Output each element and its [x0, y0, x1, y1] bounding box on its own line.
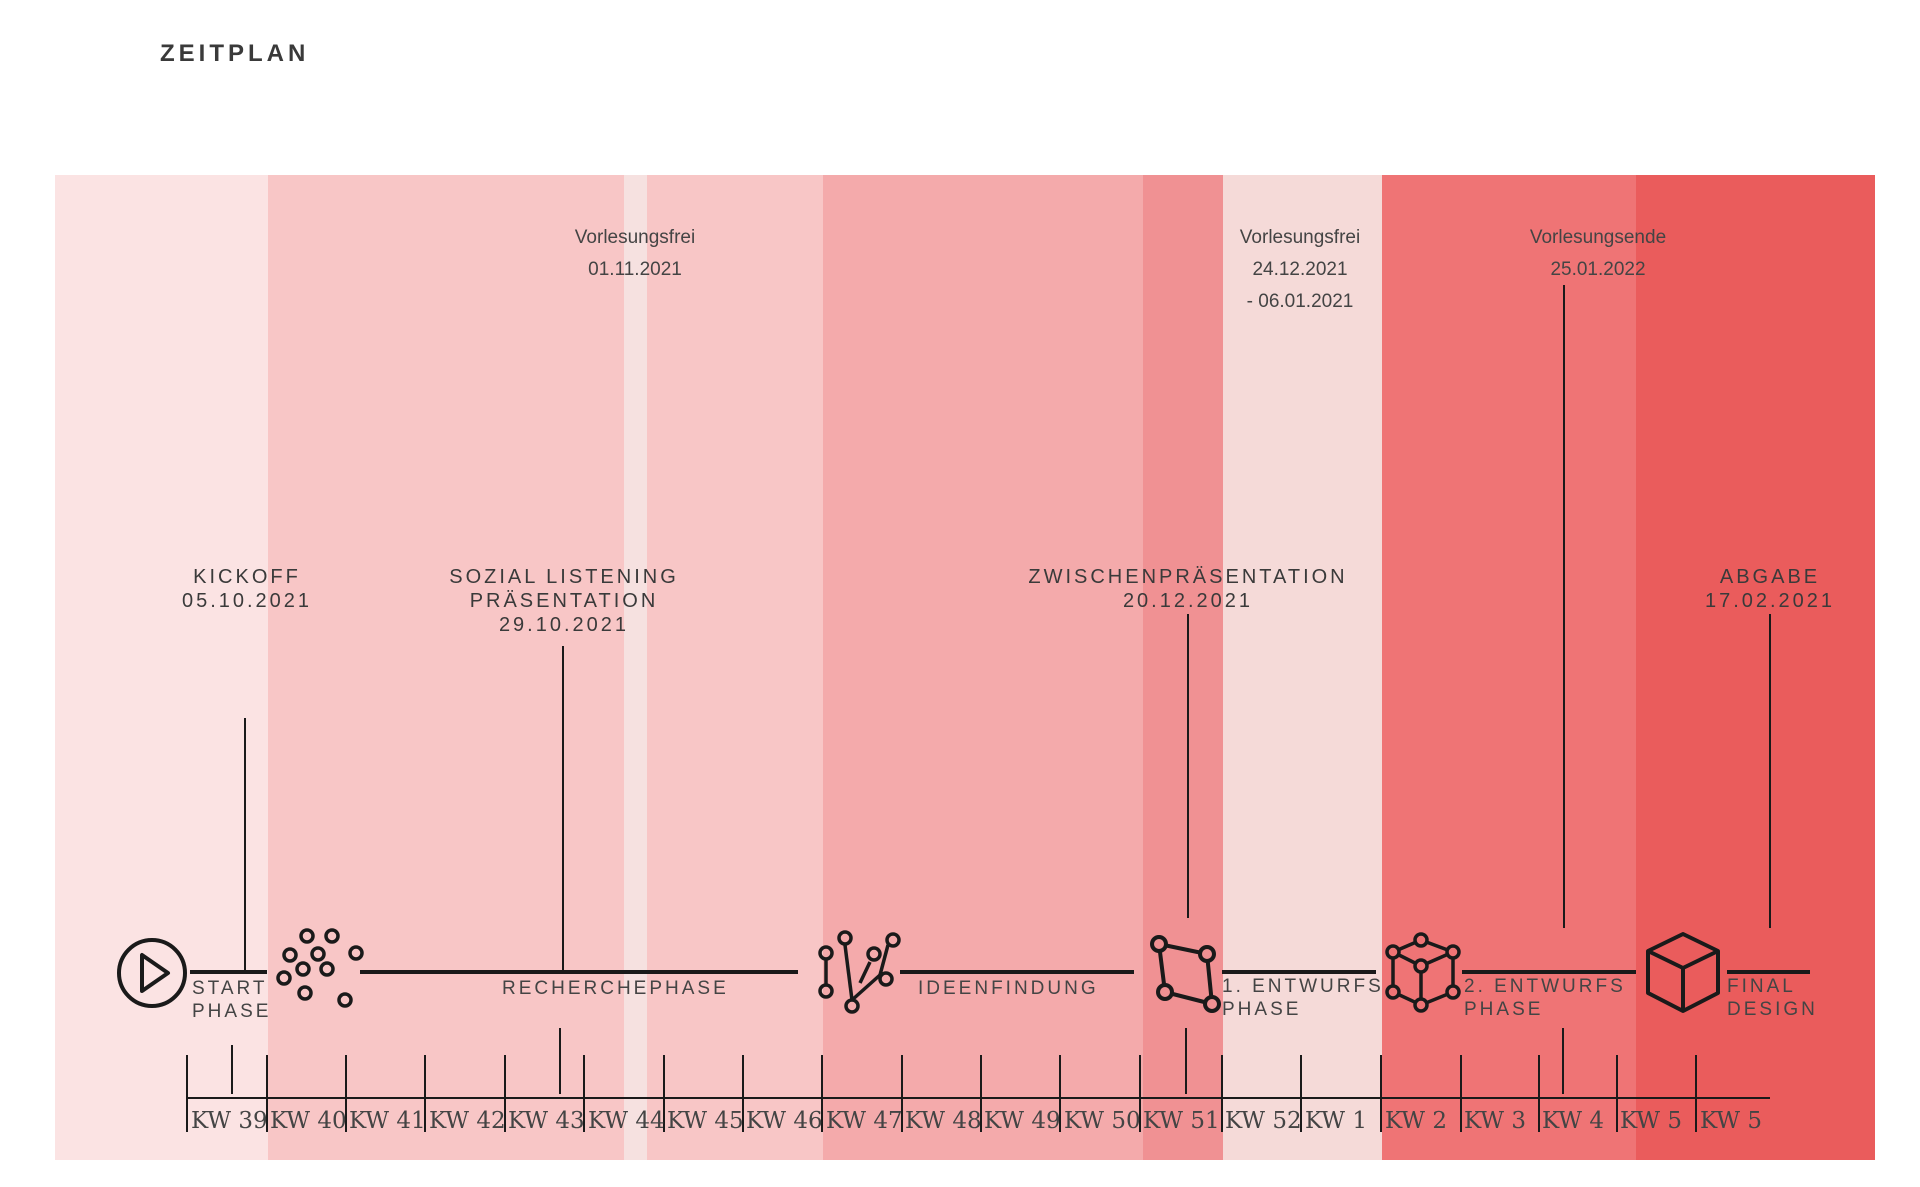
milestone-submission: ABGABE 17.02.2021 — [1705, 565, 1835, 613]
phase-label-design-1: 1. ENTWURFS PHASE — [1222, 975, 1384, 1021]
milestone-line: 29.10.2021 — [498, 614, 630, 636]
band-final — [1636, 175, 1875, 1160]
band-ideation — [823, 175, 1143, 1160]
phase-line: PHASE — [1222, 999, 1302, 1020]
phase-label-design-2: 2. ENTWURFS PHASE — [1464, 975, 1626, 1021]
phase-label-start: START PHASE — [192, 977, 271, 1023]
milestone-kickoff: KICKOFF 05.10.2021 — [182, 565, 312, 613]
week-label: KW 47 — [826, 1108, 903, 1134]
milestone-line: PRÄSENTATION — [469, 590, 659, 612]
week-label: KW 3 — [1464, 1108, 1526, 1134]
band-lecture-free-2 — [1223, 175, 1382, 1160]
phase-line: FINAL — [1727, 976, 1796, 997]
week-label: KW 4 — [1542, 1108, 1604, 1134]
week-label: KW 44 — [588, 1108, 665, 1134]
note-lecture-free-2: Vorlesungsfrei 24.12.2021 - 06.01.2021 — [1240, 222, 1360, 318]
phase-line: RECHERCHEPHASE — [502, 978, 729, 999]
milestone-interim-presentation: ZWISCHENPRÄSENTATION 20.12.2021 — [1028, 565, 1347, 613]
week-label: KW 48 — [905, 1108, 982, 1134]
note-line: 24.12.2021 — [1252, 259, 1348, 280]
week-label: KW 46 — [746, 1108, 823, 1134]
note-lecture-end: Vorlesungsende 25.01.2022 — [1530, 222, 1666, 286]
milestone-social-listening: SOZIAL LISTENING PRÄSENTATION 29.10.2021 — [449, 565, 679, 637]
week-label: KW 49 — [984, 1108, 1061, 1134]
milestone-line: KICKOFF — [193, 566, 301, 588]
week-label: KW 5 — [1620, 1108, 1682, 1134]
week-label: KW 51 — [1143, 1108, 1220, 1134]
phase-label-research: RECHERCHEPHASE — [502, 977, 729, 1000]
phase-line: PHASE — [192, 1001, 272, 1022]
band-lecture-free-1 — [624, 175, 647, 1160]
page-title: ZEITPLAN — [160, 40, 310, 67]
note-line: Vorlesungsfrei — [1239, 227, 1361, 248]
note-line: - 06.01.2021 — [1246, 291, 1354, 312]
phase-line: DESIGN — [1727, 999, 1818, 1020]
milestone-line: ZWISCHENPRÄSENTATION — [1028, 566, 1348, 588]
milestone-line: SOZIAL LISTENING — [449, 566, 679, 588]
band-research — [268, 175, 624, 1160]
play-icon — [117, 938, 187, 1008]
dots-cluster-icon — [276, 928, 364, 1008]
cube-network-icon — [1385, 932, 1461, 1013]
band-start — [55, 175, 268, 1160]
note-line: 25.01.2022 — [1550, 259, 1646, 280]
phase-line: 1. ENTWURFS — [1222, 976, 1384, 997]
week-label: KW 1 — [1305, 1108, 1367, 1134]
week-label: KW 2 — [1385, 1108, 1447, 1134]
phase-line: START — [192, 978, 268, 999]
node-graph-icon — [818, 930, 901, 1014]
phase-line: PHASE — [1464, 999, 1544, 1020]
week-label: KW 42 — [429, 1108, 506, 1134]
milestone-line: ABGABE — [1719, 566, 1821, 588]
week-label: KW 43 — [508, 1108, 585, 1134]
cube-icon — [1646, 932, 1720, 1013]
week-label: KW 40 — [270, 1108, 347, 1134]
phase-line: 2. ENTWURFS — [1464, 976, 1626, 997]
milestone-line: 17.02.2021 — [1704, 590, 1836, 612]
note-lecture-free-1: Vorlesungsfrei 01.11.2021 — [575, 222, 695, 286]
week-label: KW 41 — [349, 1108, 426, 1134]
polygon-nodes-icon — [1150, 935, 1221, 1013]
week-label: KW 39 — [191, 1108, 268, 1134]
phase-line: IDEENFINDUNG — [918, 978, 1099, 999]
band-research-2 — [647, 175, 823, 1160]
note-line: 01.11.2021 — [588, 259, 682, 280]
phase-label-ideation: IDEENFINDUNG — [918, 977, 1099, 1000]
phase-label-final: FINAL DESIGN — [1727, 975, 1818, 1021]
note-line: Vorlesungsfrei — [574, 227, 696, 248]
milestone-line: 05.10.2021 — [181, 590, 313, 612]
band-design-2 — [1382, 175, 1636, 1160]
week-label: KW 45 — [667, 1108, 744, 1134]
note-line: Vorlesungsende — [1529, 227, 1667, 248]
week-label: KW 52 — [1225, 1108, 1302, 1134]
week-label: KW 50 — [1064, 1108, 1141, 1134]
week-label: KW 5 — [1700, 1108, 1762, 1134]
milestone-line: 20.12.2021 — [1122, 590, 1254, 612]
